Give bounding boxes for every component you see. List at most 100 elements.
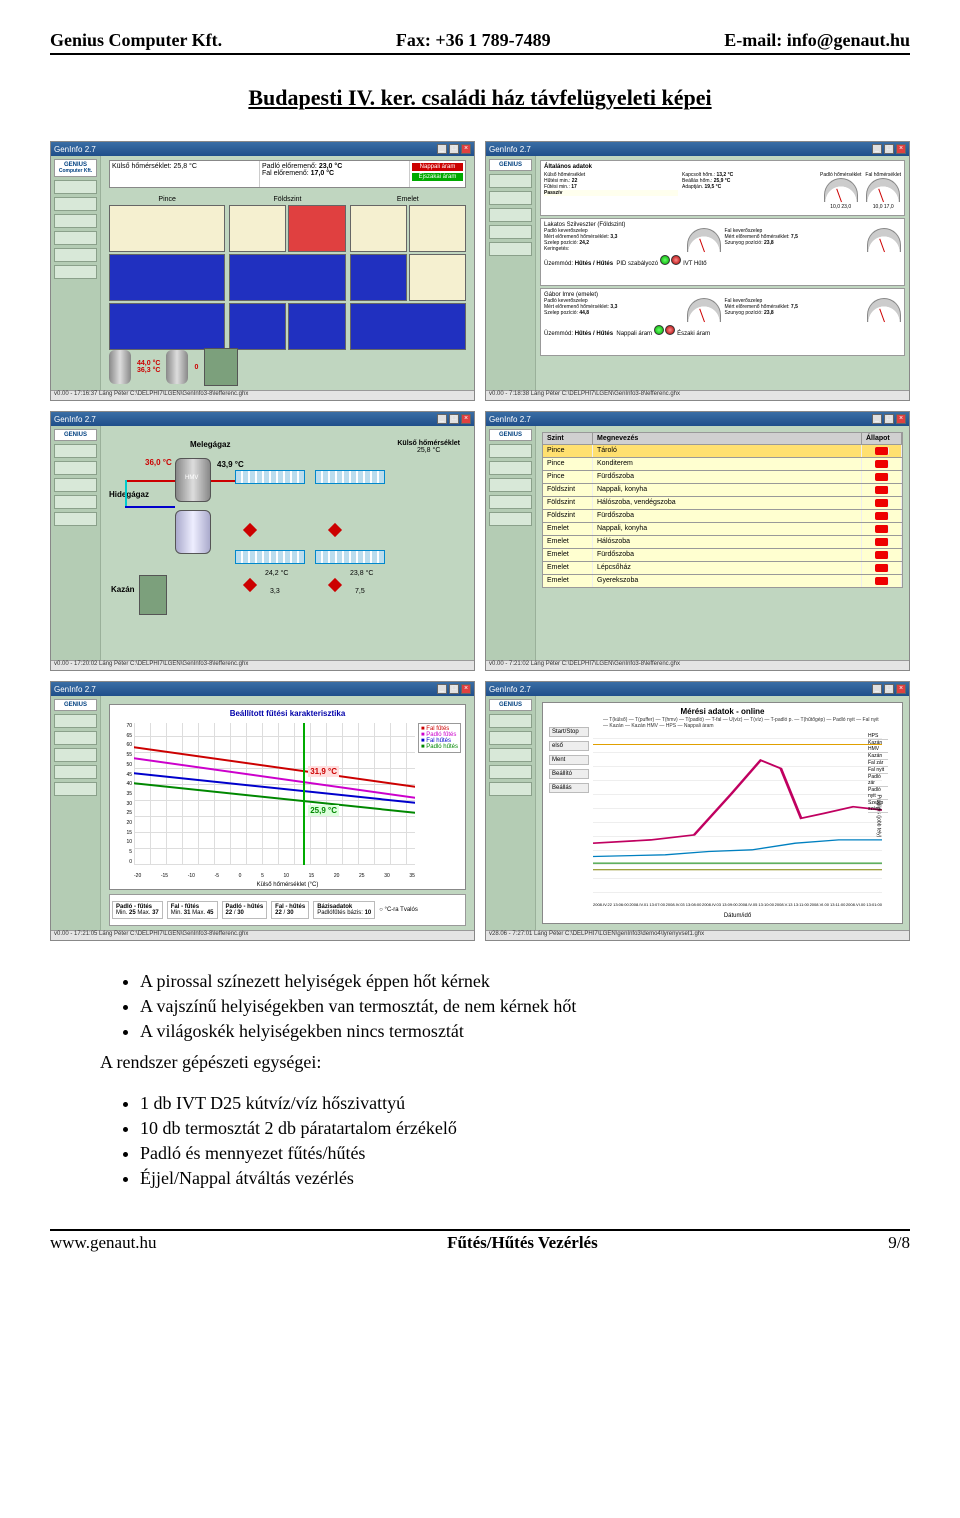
sidebar-item[interactable]	[54, 495, 97, 509]
room[interactable]	[350, 254, 407, 301]
maximize-icon[interactable]: □	[449, 144, 459, 154]
sidebar-item[interactable]	[54, 782, 97, 796]
sidebar-item[interactable]	[489, 748, 532, 762]
sidebar-item[interactable]	[489, 714, 532, 728]
room[interactable]	[229, 254, 345, 301]
sidebar-item[interactable]	[489, 782, 532, 796]
sidebar-item[interactable]	[489, 242, 532, 256]
led-green-icon	[654, 325, 664, 335]
piping-label: Melegágaz	[190, 440, 230, 449]
bullet-list-2: 1 db IVT D25 kútvíz/víz hőszivattyú 10 d…	[140, 1093, 910, 1189]
chart-control-button[interactable]: Ment	[549, 755, 589, 765]
sidebar-item[interactable]	[54, 265, 97, 279]
chart-control-button[interactable]: első	[549, 741, 589, 751]
sidebar-item[interactable]	[54, 731, 97, 745]
status-bar: v0.00 - 17:16:37 Láng Péter C:\DELPHI7\L…	[51, 390, 474, 400]
table-row[interactable]: EmeletGyerekszoba	[542, 575, 903, 588]
bullet-list-1: A pirossal színezett helyiségek éppen hő…	[140, 971, 910, 1042]
sidebar-item[interactable]	[489, 461, 532, 475]
sidebar-item[interactable]	[489, 444, 532, 458]
rooms-table: Szint Megnevezés Állapot PinceTárolóPinc…	[542, 432, 903, 588]
sidebar-item[interactable]	[489, 225, 532, 239]
minimize-icon[interactable]: _	[872, 144, 882, 154]
screenshot-grid: GenInfo 2.7 _□× GENIUSComputer Kft. Küls…	[50, 141, 910, 941]
app-logo: GENIUSComputer Kft.	[54, 159, 97, 177]
valve-icon	[243, 523, 257, 537]
footer-title: Fűtés/Hűtés Vezérlés	[447, 1233, 598, 1253]
chart-title: Mérési adatok - online	[543, 707, 902, 716]
room[interactable]	[109, 205, 225, 252]
minimize-icon[interactable]: _	[437, 144, 447, 154]
chart-legend: ■ Fal fűtés ■ Padló fűtés ■ Fal hűtés ■ …	[418, 723, 461, 753]
table-row[interactable]: PinceFürdőszoba	[542, 471, 903, 484]
sidebar-item[interactable]	[54, 714, 97, 728]
chart-controls: Padló - fűtésMin. 25 Max. 37 Fal - fűtés…	[109, 894, 466, 926]
floor-label: Pince	[109, 196, 225, 203]
sidebar-item[interactable]	[54, 197, 97, 211]
room-heating[interactable]	[288, 205, 345, 252]
sidebar-item[interactable]	[489, 478, 532, 492]
room[interactable]	[229, 303, 286, 350]
subheading: A rendszer gépészeti egységei:	[100, 1052, 910, 1073]
room[interactable]	[350, 303, 466, 350]
gauge-icon	[867, 298, 901, 322]
table-row[interactable]: PinceTároló	[542, 445, 903, 458]
temp-value: 43,9 °C	[217, 460, 244, 469]
table-row[interactable]: EmeletHálószoba	[542, 536, 903, 549]
outdoor-temp-label: Külső hőmérséklet: 25,8 °C	[110, 161, 260, 187]
room[interactable]	[288, 303, 345, 350]
table-row[interactable]: FöldszintNappali, konyha	[542, 484, 903, 497]
sidebar-item[interactable]	[54, 444, 97, 458]
boiler-icon	[204, 348, 238, 386]
screenshot-characteristic-chart: GenInfo 2.7_□× GENIUS Beállított fűtési …	[50, 681, 475, 941]
list-item: A pirossal színezett helyiségek éppen hő…	[140, 971, 910, 992]
sidebar-item[interactable]	[54, 461, 97, 475]
sidebar-item[interactable]	[489, 512, 532, 526]
buffer-tank-icon	[166, 350, 188, 384]
window-title: GenInfo 2.7	[54, 685, 96, 694]
sidebar-item[interactable]	[489, 174, 532, 188]
sidebar-item[interactable]	[489, 191, 532, 205]
led-green-icon	[660, 255, 670, 265]
table-row[interactable]: EmeletLépcsőház	[542, 562, 903, 575]
gauge-icon	[687, 228, 721, 252]
room[interactable]	[229, 205, 286, 252]
table-row[interactable]: EmeletNappali, konyha	[542, 523, 903, 536]
table-row[interactable]: FöldszintHálószoba, vendégszoba	[542, 497, 903, 510]
room[interactable]	[109, 254, 225, 301]
sidebar-item[interactable]	[54, 748, 97, 762]
valve-icon	[243, 578, 257, 592]
table-row[interactable]: PinceKonditerem	[542, 458, 903, 471]
table-row[interactable]: EmeletFürdőszoba	[542, 549, 903, 562]
room[interactable]	[109, 303, 225, 350]
sidebar-item[interactable]	[54, 180, 97, 194]
sidebar-item[interactable]	[54, 478, 97, 492]
floorplan-info-panel: Külső hőmérséklet: 25,8 °C Padló előreme…	[109, 160, 466, 188]
sidebar-item[interactable]	[489, 208, 532, 222]
chart-control-button[interactable]: Start/Stop	[549, 727, 589, 737]
sidebar-item[interactable]	[489, 495, 532, 509]
curve-red	[134, 746, 415, 787]
page-footer: www.genaut.hu Fűtés/Hűtés Vezérlés 9/8	[50, 1229, 910, 1253]
room[interactable]	[409, 254, 466, 301]
sidebar-item[interactable]	[54, 512, 97, 526]
close-icon[interactable]: ×	[461, 144, 471, 154]
chart-title: Beállított fűtési karakterisztika	[110, 709, 465, 718]
sidebar-item[interactable]	[489, 765, 532, 779]
room[interactable]	[350, 205, 407, 252]
sidebar-item[interactable]	[54, 765, 97, 779]
chart-control-button[interactable]: Beállás	[549, 783, 589, 793]
chart-control-button[interactable]: Beállító	[549, 769, 589, 779]
list-item: 10 db termosztát 2 db páratartalom érzék…	[140, 1118, 910, 1139]
list-item: Éjjel/Nappal átváltás vezérlés	[140, 1168, 910, 1189]
gauge-icon	[867, 228, 901, 252]
room[interactable]	[409, 205, 466, 252]
table-row[interactable]: FöldszintFürdőszoba	[542, 510, 903, 523]
sidebar-item[interactable]	[489, 731, 532, 745]
sidebar-item[interactable]	[54, 231, 97, 245]
maximize-icon[interactable]: □	[884, 144, 894, 154]
footer-url: www.genaut.hu	[50, 1233, 157, 1253]
close-icon[interactable]: ×	[896, 144, 906, 154]
sidebar-item[interactable]	[54, 214, 97, 228]
sidebar-item[interactable]	[54, 248, 97, 262]
